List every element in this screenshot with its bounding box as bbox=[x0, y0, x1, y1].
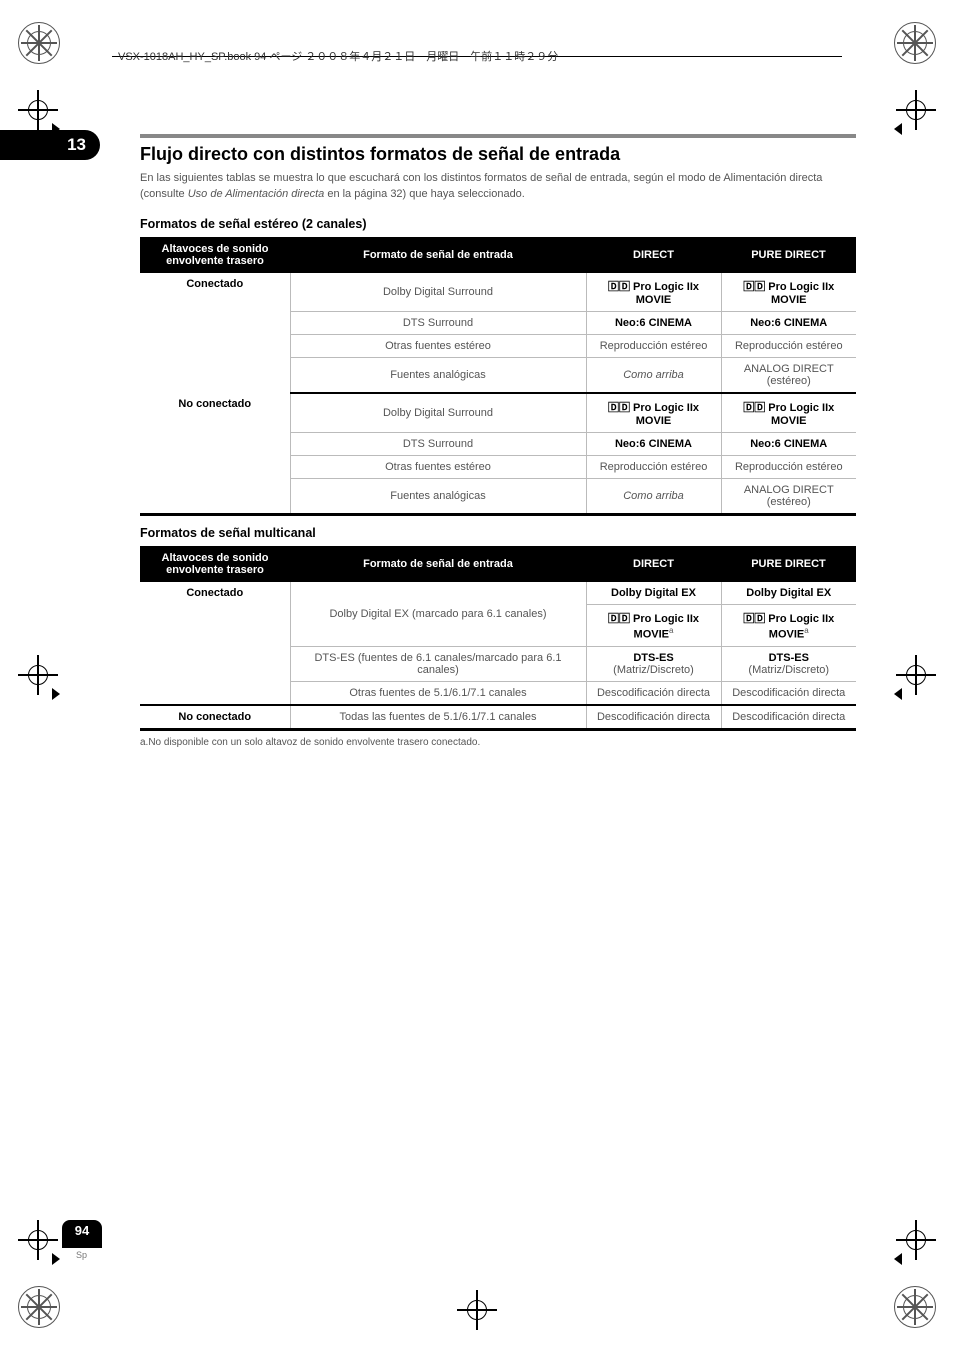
cell: Neo:6 CINEMA bbox=[721, 432, 856, 455]
th: Altavoces de sonido envolvente trasero bbox=[140, 546, 290, 582]
cell: 🄳🄳 Pro Logic IIx MOVIE bbox=[586, 393, 721, 433]
rowhead: No conectado bbox=[140, 705, 290, 730]
cell: Como arriba bbox=[586, 478, 721, 514]
table-row: Conectado Dolby Digital EX (marcado para… bbox=[140, 582, 856, 605]
th: Formato de señal de entrada bbox=[290, 546, 586, 582]
cell: Descodificación directa bbox=[586, 705, 721, 730]
reg-mark-bl bbox=[18, 1286, 60, 1328]
cross-mark bbox=[18, 90, 58, 130]
cell: Dolby Digital Surround bbox=[290, 273, 586, 312]
cell: ANALOG DIRECT (estéreo) bbox=[721, 357, 856, 393]
cell: DTS-ES (fuentes de 6.1 canales/marcado p… bbox=[290, 646, 586, 681]
table-row: No conectado Dolby Digital Surround 🄳🄳 P… bbox=[140, 393, 856, 433]
cell: Fuentes analógicas bbox=[290, 478, 586, 514]
th: Altavoces de sonido envolvente trasero bbox=[140, 237, 290, 273]
th: Formato de señal de entrada bbox=[290, 237, 586, 273]
th: PURE DIRECT bbox=[721, 546, 856, 582]
rowhead: No conectado bbox=[140, 393, 290, 515]
cell: Reproducción estéreo bbox=[586, 334, 721, 357]
th: DIRECT bbox=[586, 237, 721, 273]
page-number-badge: 94 bbox=[62, 1220, 102, 1248]
table-row: No conectado Todas las fuentes de 5.1/6.… bbox=[140, 705, 856, 730]
intro-ital: Uso de Alimentación directa bbox=[188, 188, 325, 200]
rowhead: Conectado bbox=[140, 582, 290, 705]
cell: Dolby Digital EX bbox=[586, 582, 721, 605]
table1-heading: Formatos de señal estéreo (2 canales) bbox=[140, 217, 856, 231]
cell: Descodificación directa bbox=[586, 681, 721, 705]
reg-mark-tr bbox=[894, 22, 936, 64]
cell: 🄳🄳 Pro Logic IIx MOVIEa bbox=[721, 604, 856, 646]
header-text: VSX-1018AH_HY_SP.book 94 ページ ２００８年４月２１日 … bbox=[118, 48, 558, 64]
cross-mark bbox=[18, 1220, 58, 1260]
rowhead: Conectado bbox=[140, 273, 290, 393]
cell: Neo:6 CINEMA bbox=[586, 432, 721, 455]
intro-post: en la página 32) que haya seleccionado. bbox=[324, 188, 525, 200]
cross-mark bbox=[18, 655, 58, 695]
cross-mark bbox=[896, 1220, 936, 1260]
cell: 🄳🄳 Pro Logic IIx MOVIE bbox=[721, 273, 856, 312]
stereo-formats-table: Altavoces de sonido envolvente trasero F… bbox=[140, 237, 856, 516]
cross-mark bbox=[457, 1290, 497, 1330]
cell: Reproducción estéreo bbox=[721, 334, 856, 357]
cell: 🄳🄳 Pro Logic IIx MOVIE bbox=[586, 273, 721, 312]
cell: DTS Surround bbox=[290, 432, 586, 455]
multichannel-formats-table: Altavoces de sonido envolvente trasero F… bbox=[140, 546, 856, 731]
cell: Todas las fuentes de 5.1/6.1/7.1 canales bbox=[290, 705, 586, 730]
cell: Dolby Digital EX bbox=[721, 582, 856, 605]
table2-heading: Formatos de señal multicanal bbox=[140, 526, 856, 540]
cell: Otras fuentes estéreo bbox=[290, 455, 586, 478]
chapter-badge: 13 bbox=[0, 130, 100, 160]
cell: Dolby Digital Surround bbox=[290, 393, 586, 433]
th: PURE DIRECT bbox=[721, 237, 856, 273]
cell: 🄳🄳 Pro Logic IIx MOVIE bbox=[721, 393, 856, 433]
cell: Reproducción estéreo bbox=[721, 455, 856, 478]
cell: DTS Surround bbox=[290, 311, 586, 334]
cell: Otras fuentes estéreo bbox=[290, 334, 586, 357]
cell: 🄳🄳 Pro Logic IIx MOVIEa bbox=[586, 604, 721, 646]
cell: Fuentes analógicas bbox=[290, 357, 586, 393]
th: DIRECT bbox=[586, 546, 721, 582]
cell: DTS-ES (Matriz/Discreto) bbox=[586, 646, 721, 681]
cell: Otras fuentes de 5.1/6.1/7.1 canales bbox=[290, 681, 586, 705]
cell: Dolby Digital EX (marcado para 6.1 canal… bbox=[290, 582, 586, 646]
page-title: Flujo directo con distintos formatos de … bbox=[140, 144, 856, 165]
intro-text: En las siguientes tablas se muestra lo q… bbox=[140, 171, 856, 203]
cross-mark bbox=[896, 655, 936, 695]
table-row: Conectado Dolby Digital Surround 🄳🄳 Pro … bbox=[140, 273, 856, 312]
page-lang: Sp bbox=[76, 1250, 87, 1260]
cell: Descodificación directa bbox=[721, 705, 856, 730]
cell: Reproducción estéreo bbox=[586, 455, 721, 478]
cell: Como arriba bbox=[586, 357, 721, 393]
main-content: Flujo directo con distintos formatos de … bbox=[140, 134, 856, 748]
cell: ANALOG DIRECT (estéreo) bbox=[721, 478, 856, 514]
cell: Neo:6 CINEMA bbox=[586, 311, 721, 334]
title-rule bbox=[140, 134, 856, 138]
cell: Descodificación directa bbox=[721, 681, 856, 705]
cell: DTS-ES (Matriz/Discreto) bbox=[721, 646, 856, 681]
cell: Neo:6 CINEMA bbox=[721, 311, 856, 334]
cross-mark bbox=[896, 90, 936, 130]
footnote: a.No disponible con un solo altavoz de s… bbox=[140, 737, 856, 748]
reg-mark-tl bbox=[18, 22, 60, 64]
reg-mark-br bbox=[894, 1286, 936, 1328]
